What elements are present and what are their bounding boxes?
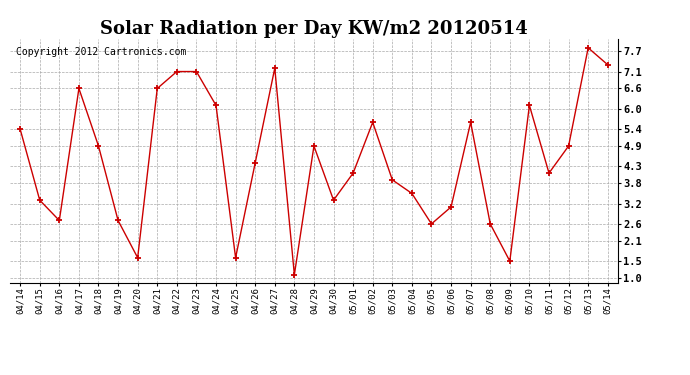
Title: Solar Radiation per Day KW/m2 20120514: Solar Radiation per Day KW/m2 20120514 bbox=[100, 20, 528, 38]
Text: Copyright 2012 Cartronics.com: Copyright 2012 Cartronics.com bbox=[17, 47, 187, 57]
